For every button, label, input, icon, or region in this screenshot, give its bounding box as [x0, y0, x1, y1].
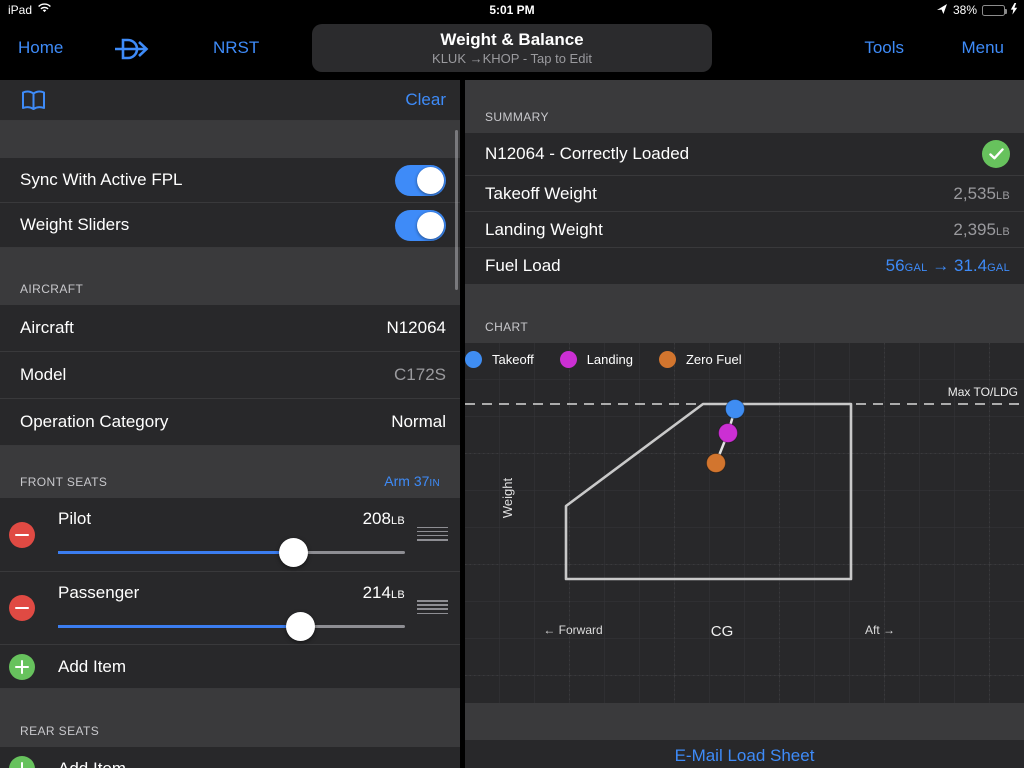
passenger-row: Passenger 214LB — [0, 572, 460, 645]
nav-bar: Home NRST Weight & Balance KLUK →KHOP - … — [0, 20, 1024, 80]
panel-toolbar: Clear — [0, 80, 460, 121]
svg-text:Weight: Weight — [500, 478, 515, 519]
chart-section-header: CHART — [465, 284, 1024, 343]
direct-to-icon[interactable] — [112, 36, 152, 67]
pilot-row: Pilot 208LB — [0, 498, 460, 572]
summary-panel: SUMMARY N12064 - Correctly Loaded Takeof… — [465, 80, 1024, 768]
front-seats-section-header: FRONT SEATS Arm 37IN — [0, 446, 460, 498]
clear-button[interactable]: Clear — [405, 90, 446, 109]
bottom-spacer-band — [465, 703, 1024, 740]
passenger-label: Passenger — [58, 583, 140, 602]
sync-fpl-label: Sync With Active FPL — [20, 170, 183, 189]
loading-status-row: N12064 - Correctly Loaded — [465, 133, 1024, 176]
page-title: Weight & Balance — [440, 30, 584, 49]
page-subtitle: KLUK →KHOP - Tap to Edit — [432, 51, 592, 66]
check-icon — [982, 140, 1010, 168]
sync-fpl-row: Sync With Active FPL — [0, 158, 460, 203]
rear-seats-add-item-row[interactable]: Add Item — [0, 747, 460, 768]
email-load-sheet-link[interactable]: E-Mail Load Sheet — [674, 746, 815, 765]
add-item-icon — [9, 756, 35, 768]
legend-item-zero-fuel: Zero Fuel — [658, 350, 768, 368]
tools-button[interactable]: Tools — [864, 38, 904, 57]
weight-sliders-toggle[interactable] — [395, 209, 446, 241]
remove-passenger-button[interactable] — [9, 595, 35, 621]
rear-seats-section-header: REAR SEATS — [0, 689, 460, 747]
weight-sliders-label: Weight Sliders — [20, 215, 130, 234]
nrst-button[interactable]: NRST — [213, 38, 260, 57]
legend-item-landing: Landing — [559, 350, 659, 368]
svg-text:CG: CG — [711, 623, 734, 640]
front-seats-arm[interactable]: Arm 37IN — [384, 473, 440, 489]
chart-legend: Takeoff Landing Zero Fuel — [465, 346, 768, 372]
sync-fpl-toggle[interactable] — [395, 164, 446, 196]
aircraft-row[interactable]: Aircraft N12064 — [0, 305, 460, 352]
location-arrow-icon — [936, 3, 948, 18]
fuel-load-row[interactable]: Fuel Load 56GAL → 31.4GAL — [465, 248, 1024, 284]
battery-percent: 38% — [952, 3, 977, 17]
pilot-label: Pilot — [58, 509, 92, 528]
device-label: iPad — [8, 3, 33, 17]
landing-weight-row: Landing Weight LB2,395LB — [465, 212, 1024, 248]
front-seats-add-item-row[interactable]: Add Item — [0, 645, 460, 689]
cg-envelope-chart[interactable]: Max TO/LDG Weight ← Forward CG Aft → Takeoff… — [465, 343, 1024, 703]
aircraft-value: N12064 — [386, 318, 446, 337]
operation-category-row[interactable]: Operation Category Normal — [0, 399, 460, 446]
battery-icon — [982, 4, 1007, 16]
book-icon[interactable] — [20, 89, 47, 112]
settings-panel: Clear Sync With Active FPL Weight Slider… — [0, 80, 460, 768]
takeoff-dot-icon — [465, 350, 482, 368]
status-bar: iPad 5:01 PM 38% — [0, 0, 1024, 20]
add-item-icon — [9, 653, 35, 680]
menu-button[interactable]: Menu — [961, 38, 1004, 57]
passenger-weight-value: 214LB — [362, 583, 405, 602]
wifi-icon — [37, 3, 52, 17]
pilot-weight-value: 208LB — [362, 509, 405, 528]
charging-bolt-icon — [1010, 2, 1018, 18]
scrollbar[interactable] — [455, 130, 458, 290]
nav-title[interactable]: Weight & Balance KLUK →KHOP - Tap to Edi… — [312, 24, 712, 72]
remove-pilot-button[interactable] — [9, 521, 35, 548]
reorder-handle-icon[interactable] — [417, 600, 448, 617]
spacer-band — [0, 121, 460, 158]
takeoff-weight-value: 2,535LB — [953, 183, 1010, 203]
reorder-handle-icon[interactable] — [417, 526, 448, 544]
pilot-weight-slider[interactable] — [58, 537, 405, 567]
svg-text:Aft →: Aft → — [865, 623, 895, 637]
svg-text:← Forward: ← Forward — [543, 623, 602, 637]
model-row[interactable]: Model C172S — [0, 352, 460, 399]
weight-sliders-row: Weight Sliders — [0, 203, 460, 248]
operation-category-value: Normal — [391, 412, 446, 431]
loading-status-text: N12064 - Correctly Loaded — [485, 144, 690, 163]
svg-text:Max TO/LDG: Max TO/LDG — [948, 385, 1018, 399]
legend-item-takeoff: Takeoff — [465, 350, 560, 368]
landing-weight-value: LB2,395LB — [953, 219, 1010, 239]
takeoff-weight-row: Takeoff Weight 2,535LB — [465, 176, 1024, 212]
aircraft-section-header: AIRCRAFT — [0, 248, 460, 305]
landing-dot-icon — [559, 350, 577, 368]
zero-fuel-dot-icon — [658, 350, 676, 368]
summary-section-header: SUMMARY — [465, 80, 1024, 133]
home-button[interactable]: Home — [18, 38, 64, 57]
fuel-load-value: 56GAL → 31.4GAL — [885, 256, 1010, 275]
model-value: C172S — [394, 365, 446, 384]
clock: 5:01 PM — [489, 3, 535, 17]
passenger-weight-slider[interactable] — [58, 611, 405, 641]
